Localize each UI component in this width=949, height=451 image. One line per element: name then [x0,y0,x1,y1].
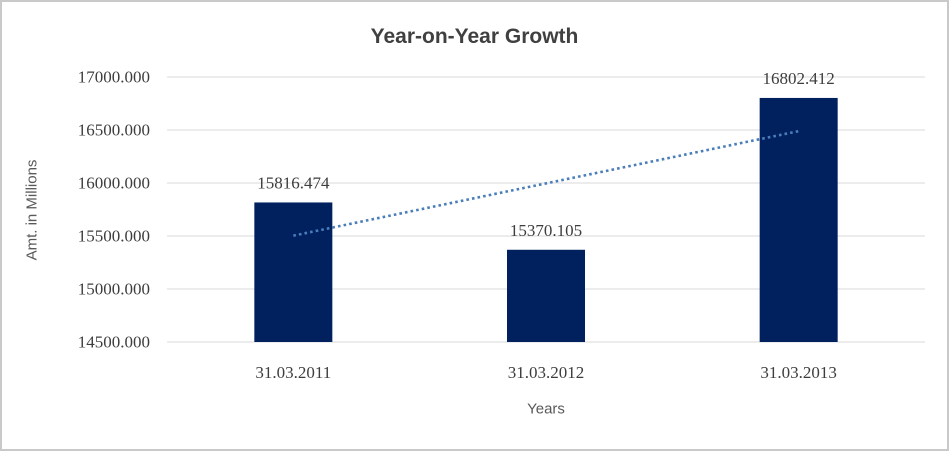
trendline [293,129,799,237]
y-axis-tick-label: 17000.000 [78,68,150,87]
y-axis-tick-label: 16000.000 [78,174,150,193]
chart-title: Year-on-Year Growth [370,25,579,48]
x-axis-title: Years [527,400,565,418]
y-axis-tick-label: 14500.000 [78,333,150,352]
y-axis-tick-label: 15000.000 [78,280,150,299]
y-axis-tick-label: 16500.000 [78,121,150,140]
x-axis-category-label: 31.03.2011 [255,363,331,382]
y-axis-title: Amt. in Millions [23,159,41,261]
x-axis-category-label: 31.03.2013 [760,363,837,382]
bar [759,97,838,342]
bar-value-label: 16802.412 [763,69,835,88]
bar [254,202,333,342]
bar-value-label: 15816.474 [257,173,330,192]
bar-value-label: 15370.105 [510,221,582,240]
x-axis-category-label: 31.03.2012 [508,363,585,382]
y-axis-tick-label: 15500.000 [78,227,150,246]
bar [507,249,585,342]
